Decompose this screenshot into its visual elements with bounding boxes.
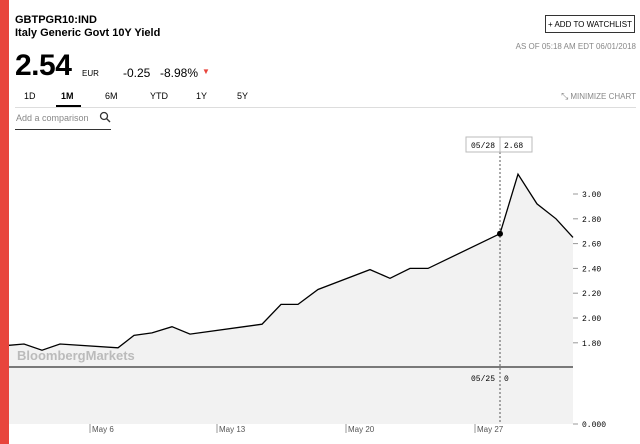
tab-1m[interactable]: 1M bbox=[61, 91, 74, 101]
as-of-timestamp: AS OF 05:18 AM EDT 06/01/2018 bbox=[515, 42, 636, 51]
last-price: 2.54 bbox=[15, 49, 72, 82]
tab-ytd[interactable]: YTD bbox=[150, 91, 168, 101]
tabs-divider bbox=[15, 107, 636, 108]
percent-change: -8.98% bbox=[160, 66, 199, 80]
accent-bar bbox=[0, 0, 9, 444]
x-tick-label: May 6 bbox=[92, 425, 114, 434]
x-tick-label: May 13 bbox=[219, 425, 246, 434]
crosshair-top-box bbox=[465, 136, 533, 153]
price-change: -0.25 bbox=[123, 66, 151, 80]
tab-1d[interactable]: 1D bbox=[24, 91, 36, 101]
y-tick-label: 3.00 bbox=[582, 191, 601, 200]
y-tick-label: 2.40 bbox=[582, 265, 601, 274]
series-line bbox=[8, 172, 574, 351]
search-icon[interactable] bbox=[99, 111, 112, 124]
y-tick-label: 2.00 bbox=[582, 315, 601, 324]
security-name: Italy Generic Govt 10Y Yield bbox=[15, 27, 161, 39]
minimize-chart-button[interactable]: ⤡ MINIMIZE CHART bbox=[561, 91, 636, 102]
hover-point bbox=[497, 230, 503, 237]
area-fill bbox=[9, 174, 573, 367]
y-tick-label: 0.000 bbox=[582, 421, 606, 430]
ticker-symbol: GBTPGR10:IND bbox=[15, 14, 97, 26]
active-tab-indicator bbox=[56, 105, 81, 107]
crosshair-value: 2.68 bbox=[504, 142, 523, 151]
currency-label: EUR bbox=[82, 69, 99, 78]
tab-1y[interactable]: 1Y bbox=[196, 91, 208, 101]
crosshair-date: 05/28 bbox=[471, 142, 495, 151]
x-tick-label: May 27 bbox=[477, 425, 504, 434]
y-tick-label: 1.80 bbox=[582, 340, 601, 349]
down-arrow-icon: ▼ bbox=[202, 67, 210, 76]
y-tick-label: 2.80 bbox=[582, 216, 601, 225]
collapse-icon: ⤡ bbox=[561, 91, 569, 101]
area-fill-lower bbox=[9, 367, 573, 424]
comparison-input[interactable] bbox=[16, 110, 96, 126]
y-tick-label: 2.60 bbox=[582, 241, 601, 250]
watermark: BloombergMarkets bbox=[17, 348, 135, 363]
y-tick-label: 2.20 bbox=[582, 290, 601, 299]
comparison-underline bbox=[15, 129, 111, 130]
tab-6m[interactable]: 6M bbox=[105, 91, 118, 101]
crosshair-bottom-value: 0 bbox=[504, 375, 509, 384]
x-tick-label: May 20 bbox=[348, 425, 375, 434]
add-to-watchlist-button[interactable]: + ADD TO WATCHLIST bbox=[545, 15, 635, 33]
minimize-chart-label: MINIMIZE CHART bbox=[570, 92, 636, 101]
tab-5y[interactable]: 5Y bbox=[237, 91, 249, 101]
crosshair-bottom-date: 05/25 bbox=[471, 375, 495, 384]
